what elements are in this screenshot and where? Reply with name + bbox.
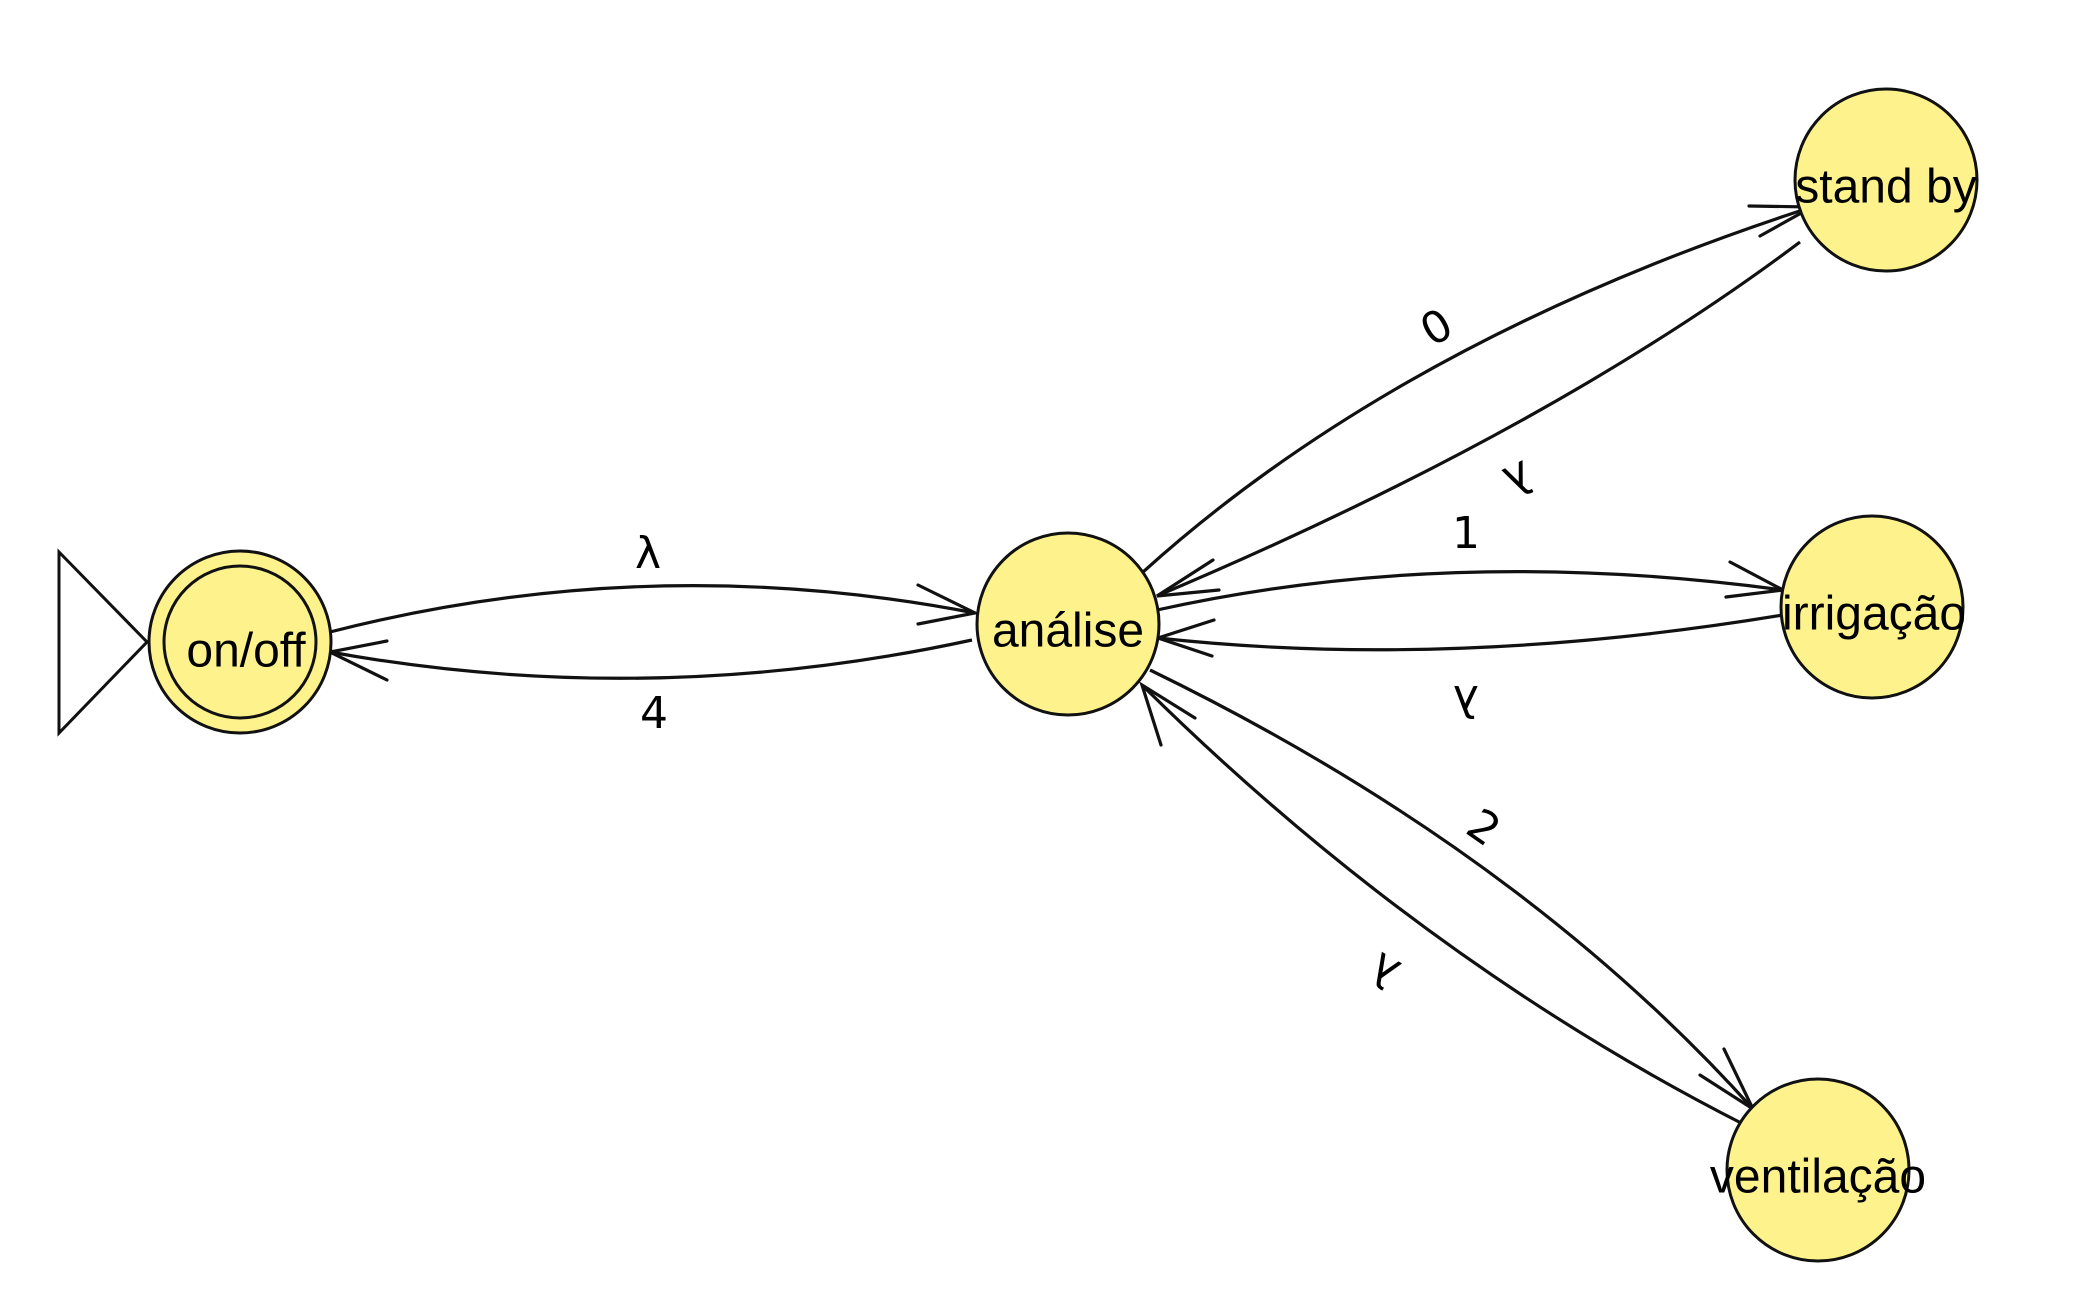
edge-analise-to-onoff bbox=[325, 638, 973, 682]
state-label-stand-by: stand by bbox=[1795, 161, 1976, 214]
state-analise[interactable]: análise bbox=[975, 531, 1161, 717]
edge-label-standby-to-analise: λ bbox=[1495, 450, 1540, 507]
edge-analise-to-irrigacao bbox=[1156, 560, 1789, 612]
state-irrigacao[interactable]: irrigação bbox=[1779, 514, 1966, 700]
state-label-on-off: on/off bbox=[186, 625, 306, 678]
state-label-ventilacao: ventilação bbox=[1710, 1151, 1926, 1204]
edge-label-ventilacao-to-analise: λ bbox=[1361, 942, 1409, 999]
initial-state-marker bbox=[57, 548, 150, 737]
edge-label-analise-to-standby: 0 bbox=[1412, 299, 1462, 357]
edge-ventilacao-to-analise bbox=[1139, 681, 1746, 1127]
state-ventilacao[interactable]: ventilação bbox=[1710, 1077, 1926, 1263]
edge-irrigacao-to-analise bbox=[1152, 613, 1784, 658]
edge-analise-to-ventilacao bbox=[1149, 668, 1757, 1114]
edge-onoff-to-analise bbox=[329, 583, 980, 634]
edge-label-onoff-to-analise: λ bbox=[635, 528, 661, 579]
state-stand-by[interactable]: stand by bbox=[1793, 87, 1979, 273]
state-label-irrigacao: irrigação bbox=[1782, 588, 1966, 641]
edge-standby-to-analise bbox=[1156, 240, 1801, 598]
edge-label-analise-to-ventilacao: 2 bbox=[1457, 799, 1509, 857]
state-label-analise: análise bbox=[992, 605, 1144, 658]
state-on-off[interactable]: on/off bbox=[147, 549, 333, 735]
edge-label-analise-to-onoff: 4 bbox=[640, 688, 668, 739]
edge-label-analise-to-irrigacao: 1 bbox=[1452, 508, 1480, 559]
edge-label-irrigacao-to-analise: λ bbox=[1453, 675, 1479, 726]
